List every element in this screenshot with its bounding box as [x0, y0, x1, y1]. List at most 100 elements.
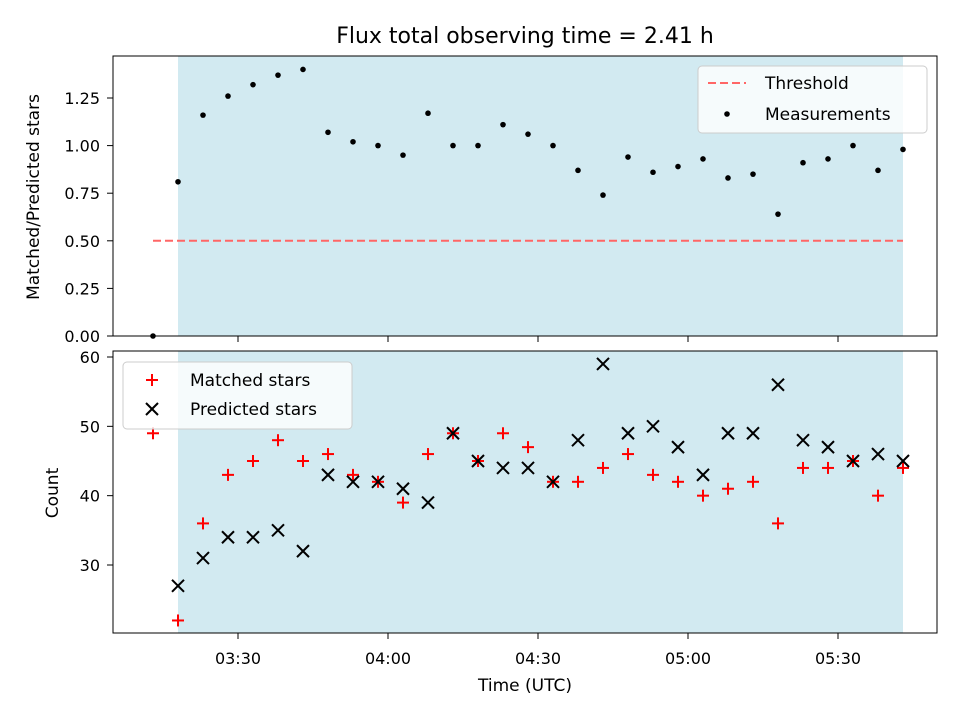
top-y-axis-label: Matched/Predicted stars [24, 94, 44, 300]
measurement-point [400, 152, 406, 158]
matched-star-point [172, 614, 184, 627]
predicted-star-point [346, 475, 360, 489]
matched-star-point [722, 482, 734, 495]
matched-star-point [672, 475, 684, 488]
bottom-legend: Matched stars Predicted stars [122, 361, 353, 430]
measurement-point [575, 167, 581, 174]
legend-matched-label: Matched stars [190, 371, 310, 391]
x-tick-label: 04:00 [365, 649, 411, 668]
measurement-point [700, 156, 706, 162]
x-axis-label: Time (UTC) [477, 676, 572, 696]
bottom-y-axis-label: Count [43, 467, 63, 518]
predicted-star-point [171, 579, 185, 593]
legend-predicted-label: Predicted stars [190, 400, 317, 420]
y-tick-label: 0.00 [64, 327, 100, 346]
measurement-point [450, 142, 456, 149]
bottom-panel-frame [112, 350, 938, 634]
measurement-point [625, 154, 631, 160]
predicted-star-point [446, 426, 460, 440]
legend-measurements-label: Measurements [765, 105, 891, 125]
measurement-point [500, 121, 506, 128]
matched-star-point [797, 461, 809, 474]
y-tick-label: 40 [80, 487, 100, 506]
legend-predicted-swatch [145, 402, 159, 416]
legend-matched-swatch [146, 374, 158, 386]
matched-star-point [247, 455, 259, 467]
bottom-panel: 30 40 50 60 03:30 04:00 04:30 05:00 05:30 Count… [43, 348, 938, 696]
matched-star-point [697, 489, 709, 502]
measurement-point [900, 146, 906, 153]
predicted-star-point [596, 357, 610, 371]
legend-measurements-swatch [724, 111, 730, 117]
predicted-star-point [646, 419, 660, 434]
matched-star-point [347, 468, 359, 481]
predicted-star-point [871, 447, 885, 461]
y-tick-label: 0.75 [64, 184, 100, 203]
measurement-point [650, 169, 656, 176]
predicted-star-point [246, 530, 260, 544]
bottom-legend-box [122, 361, 353, 430]
measurement-point [750, 171, 756, 177]
matched-star-point [297, 455, 309, 467]
predicted-star-point [821, 440, 835, 454]
measurement-point [800, 159, 806, 166]
top-panel: 0.00 0.25 0.50 0.75 1.00 1.25 Matched/Predict… [24, 55, 938, 346]
matched-star-point [747, 475, 759, 488]
matched-star-point [647, 468, 659, 481]
predicted-star-point [746, 426, 760, 440]
matched-star-point [197, 517, 209, 530]
top-legend-box [697, 65, 928, 134]
predicted-star-point [846, 454, 860, 468]
measurement-point [175, 178, 181, 185]
measurement-point [300, 66, 306, 73]
predicted-star-point [321, 468, 335, 482]
measurement-point [600, 192, 606, 198]
matched-star-point [897, 461, 909, 474]
x-tick-label: 05:30 [815, 649, 861, 668]
chart-title: Flux total observing time = 2.41 h [336, 24, 714, 49]
matched-star-point [572, 475, 584, 488]
measurement-point [250, 81, 256, 88]
matched-star-point [522, 441, 534, 454]
measurement-point [475, 142, 481, 149]
predicted-stars-points [171, 357, 910, 593]
predicted-star-point [471, 454, 485, 468]
predicted-star-point [671, 440, 685, 454]
y-tick-label: 0.50 [64, 232, 100, 251]
y-tick-label: 50 [80, 417, 100, 436]
measurement-point [850, 142, 856, 149]
top-y-ticks: 0.00 0.25 0.50 0.75 1.00 1.25 [64, 89, 113, 346]
predicted-star-point [521, 461, 535, 475]
matched-star-point [322, 448, 334, 461]
bottom-y-ticks: 30 40 50 60 [80, 348, 113, 575]
y-tick-label: 60 [80, 348, 100, 367]
legend-threshold-label: Threshold [764, 74, 849, 94]
predicted-star-point [896, 454, 910, 468]
x-tick-label: 05:00 [665, 649, 711, 668]
measurement-points [150, 66, 906, 339]
measurement-point [775, 211, 781, 217]
measurement-point [225, 93, 231, 99]
matched-star-point [597, 461, 609, 474]
matched-star-point [422, 448, 434, 461]
predicted-star-point [621, 426, 635, 440]
predicted-star-point [221, 530, 235, 544]
predicted-star-point [421, 495, 435, 510]
y-tick-label: 1.00 [64, 137, 100, 156]
matched-star-point [222, 468, 234, 481]
matched-star-point [822, 461, 834, 474]
y-tick-label: 1.25 [64, 89, 100, 108]
x-tick-label: 03:30 [215, 649, 261, 668]
top-x-ticks [237, 336, 839, 342]
measurement-point [825, 156, 831, 162]
predicted-star-point [771, 378, 785, 392]
matched-star-point [872, 489, 884, 502]
measurement-point [200, 112, 206, 118]
predicted-star-point [196, 551, 210, 565]
top-panel-frame [112, 55, 938, 337]
matched-star-point [397, 496, 409, 509]
measurement-point [875, 167, 881, 174]
predicted-star-point [721, 426, 735, 440]
predicted-star-point [496, 461, 510, 475]
